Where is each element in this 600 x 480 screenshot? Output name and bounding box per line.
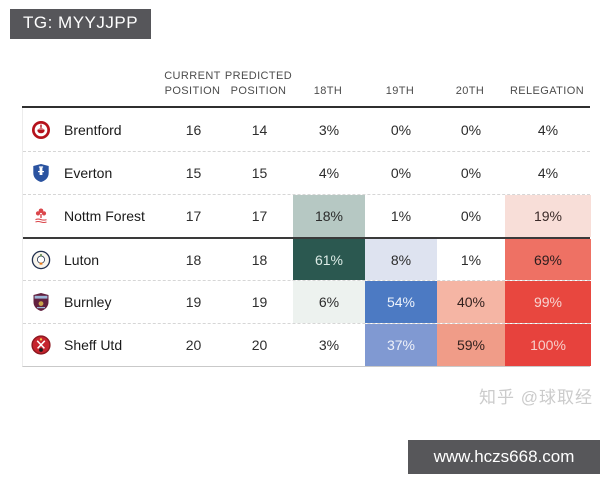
table-row: Everton 15 15 4% 0% 0% 4% — [23, 151, 591, 194]
zhihu-watermark: 知乎 @球取经 — [479, 388, 593, 407]
prob-relegation-cell: 19% — [505, 195, 591, 237]
team-cell: Everton — [23, 152, 161, 194]
team-name: Sheff Utd — [64, 337, 123, 353]
prob-20th-cell: 0% — [437, 108, 505, 151]
prob-20th-cell: 0% — [437, 152, 505, 194]
team-cell: Brentford — [23, 108, 161, 151]
team-name: Nottm Forest — [64, 208, 145, 224]
prob-20th-cell: 0% — [437, 195, 505, 237]
team-cell: Sheff Utd — [23, 324, 161, 366]
nottm-forest-crest-icon — [31, 206, 51, 226]
sheff-utd-crest-icon — [31, 335, 51, 355]
table-row: Luton 18 18 61% 8% 1% 69% — [23, 237, 591, 280]
prob-18th-cell: 3% — [293, 324, 365, 366]
prob-19th-cell: 1% — [365, 195, 437, 237]
predicted-position-value: 15 — [251, 165, 268, 181]
prob-18th-cell: 4% — [293, 152, 365, 194]
team-cell: Luton — [23, 239, 161, 280]
burnley-crest-icon — [31, 292, 51, 312]
prob-19th-cell: 8% — [365, 239, 437, 280]
team-cell: Nottm Forest — [23, 195, 161, 237]
tg-badge: TG: MYYJJPP — [10, 9, 152, 39]
prob-19th-cell: 54% — [365, 281, 437, 323]
website-banner: www.hczs668.com — [408, 440, 600, 474]
current-position-value: 15 — [185, 165, 202, 181]
col-header-18th: 18TH — [313, 85, 343, 98]
team-cell: Burnley — [23, 281, 161, 323]
team-name: Luton — [64, 251, 100, 268]
prob-18th-cell: 3% — [293, 108, 365, 151]
col-header-predicted-position: PREDICTED POSITION — [224, 70, 293, 98]
prob-18th-cell: 18% — [293, 195, 365, 237]
prob-19th-cell: 37% — [365, 324, 437, 366]
current-position-value: 16 — [185, 121, 202, 138]
col-header-19th: 19TH — [385, 85, 415, 98]
prob-relegation-cell: 4% — [505, 152, 591, 194]
col-header-team — [22, 60, 160, 106]
prob-relegation-cell: 69% — [505, 239, 591, 280]
current-position-value: 18 — [185, 251, 202, 268]
predicted-position-value: 20 — [251, 337, 268, 353]
prob-20th-cell: 1% — [437, 239, 505, 280]
luton-crest-icon — [31, 250, 51, 270]
current-position-value: 17 — [185, 208, 202, 224]
table-row: Sheff Utd 20 20 3% 37% 59% 100% — [23, 323, 591, 366]
prob-18th-cell: 61% — [293, 239, 365, 280]
prob-19th-cell: 0% — [365, 108, 437, 151]
table-header-row: CURRENT POSITION PREDICTED POSITION 18TH… — [22, 60, 590, 108]
col-header-relegation: RELEGATION — [509, 85, 585, 98]
table-body: Brentford 16 14 3% 0% 0% 4% Everton 15 15 4% 0% 0% 4%… — [22, 108, 591, 367]
predicted-position-value: 18 — [251, 251, 268, 268]
table-row: Brentford 16 14 3% 0% 0% 4% — [23, 108, 591, 151]
team-name: Brentford — [64, 121, 122, 138]
predicted-position-value: 19 — [251, 294, 268, 310]
col-header-current-position: CURRENT POSITION — [164, 70, 221, 98]
table-row: Burnley 19 19 6% 54% 40% 99% — [23, 280, 591, 323]
prob-relegation-cell: 99% — [505, 281, 591, 323]
prob-18th-cell: 6% — [293, 281, 365, 323]
team-name: Burnley — [64, 294, 112, 310]
predicted-position-value: 17 — [251, 208, 268, 224]
prob-20th-cell: 59% — [437, 324, 505, 366]
col-header-20th: 20TH — [455, 85, 485, 98]
prob-relegation-cell: 100% — [505, 324, 591, 366]
current-position-value: 19 — [185, 294, 202, 310]
table-row: Nottm Forest 17 17 18% 1% 0% 19% — [23, 194, 591, 237]
team-name: Everton — [64, 165, 113, 181]
predicted-position-value: 14 — [251, 121, 268, 138]
everton-crest-icon — [31, 163, 51, 183]
prob-20th-cell: 40% — [437, 281, 505, 323]
prob-19th-cell: 0% — [365, 152, 437, 194]
brentford-crest-icon — [31, 120, 51, 140]
prob-relegation-cell: 4% — [505, 108, 591, 151]
relegation-prediction-table: CURRENT POSITION PREDICTED POSITION 18TH… — [22, 60, 591, 367]
current-position-value: 20 — [185, 337, 202, 353]
